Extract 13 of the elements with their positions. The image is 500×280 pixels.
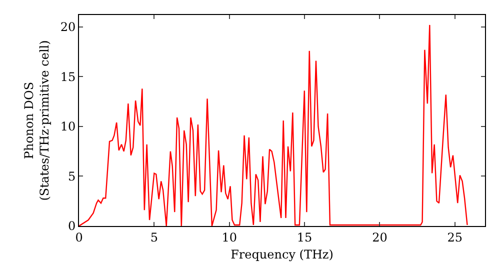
x-tick-label: 5 bbox=[150, 230, 158, 244]
y-axis-title: Phonon DOS (States/THz·primitive cell) bbox=[22, 40, 52, 201]
line-series bbox=[79, 24, 468, 226]
x-tick-label: 10 bbox=[222, 230, 238, 244]
y-tick-label: 20 bbox=[60, 20, 76, 34]
y-tick-label: 10 bbox=[60, 120, 76, 134]
y-tick-label: 0 bbox=[68, 219, 76, 234]
x-axis-title: Frequency (THz) bbox=[230, 247, 334, 262]
y-tick-label: 5 bbox=[68, 169, 76, 184]
x-tick-label: 20 bbox=[372, 230, 388, 244]
x-tick-label: 25 bbox=[447, 230, 463, 244]
x-tick-label: 15 bbox=[296, 230, 312, 244]
y-tick-label: 15 bbox=[60, 70, 76, 84]
